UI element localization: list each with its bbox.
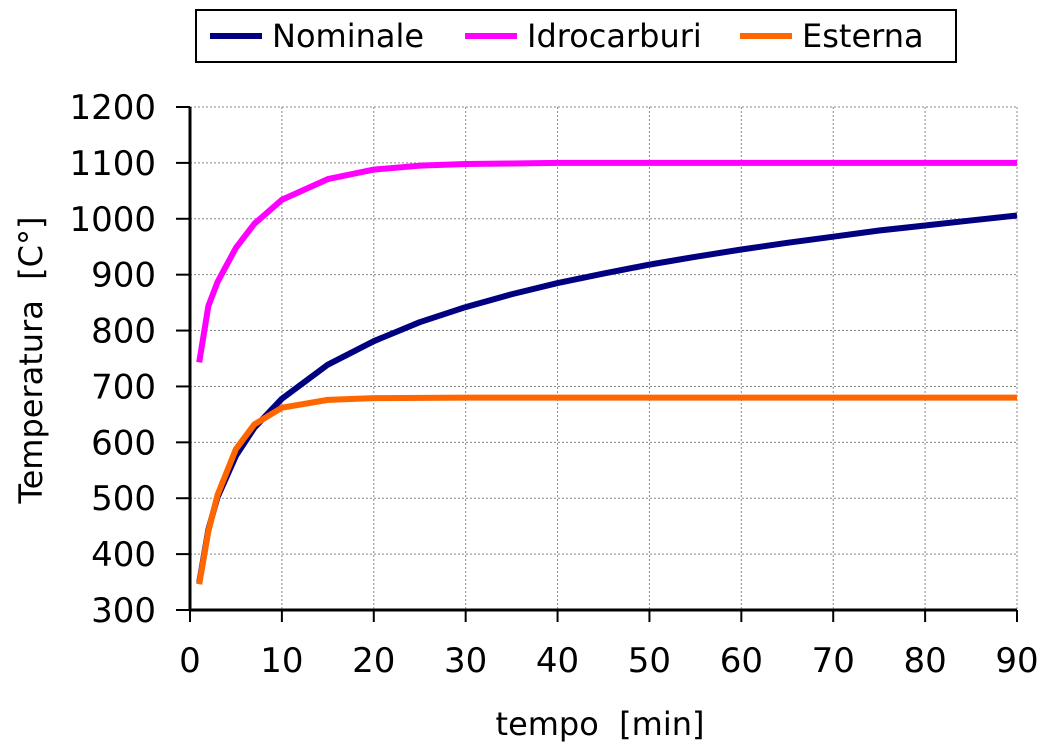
x-tick-label: 20 [352, 641, 395, 681]
legend-label: Nominale [272, 17, 424, 55]
tick-labels: 300 400 500 600 700 800 900 1000 1100 1200 0 10 20 30… [69, 88, 1038, 681]
x-tick-label: 40 [536, 641, 579, 681]
y-tick-label: 700 [91, 367, 156, 407]
x-tick-label: 0 [179, 641, 201, 681]
x-tick-label: 60 [720, 641, 763, 681]
y-tick-label: 900 [91, 256, 156, 296]
legend-label: Idrocarburi [527, 17, 702, 55]
y-tick-label: 600 [91, 423, 156, 463]
x-tick-label: 10 [260, 641, 303, 681]
x-tick-label: 80 [903, 641, 946, 681]
legend-label: Esterna [802, 17, 924, 55]
series-line-nominale [196, 212, 1018, 584]
series-lines [196, 159, 1018, 585]
y-tick-label: 300 [91, 591, 156, 631]
legend-box [195, 9, 957, 63]
x-axis-label: tempo [min] [496, 705, 705, 743]
y-tick-label: 1000 [69, 200, 156, 240]
y-tick-label: 400 [91, 535, 156, 575]
x-tick-label: 30 [444, 641, 487, 681]
y-tick-label: 500 [91, 479, 156, 519]
x-tick-label: 70 [812, 641, 855, 681]
axes [176, 106, 1018, 622]
x-tick-label: 50 [628, 641, 671, 681]
legend: Nominale Idrocarburi Esterna [195, 9, 957, 63]
x-tick-label: 90 [995, 641, 1038, 681]
y-tick-label: 800 [91, 312, 156, 352]
y-axis-label: Temperatura [C°] [12, 217, 50, 505]
y-tick-label: 1100 [69, 144, 156, 184]
series-line-esterna [196, 394, 1017, 585]
series-line-idrocarburi [196, 159, 1017, 363]
y-tick-label: 1200 [69, 88, 156, 128]
